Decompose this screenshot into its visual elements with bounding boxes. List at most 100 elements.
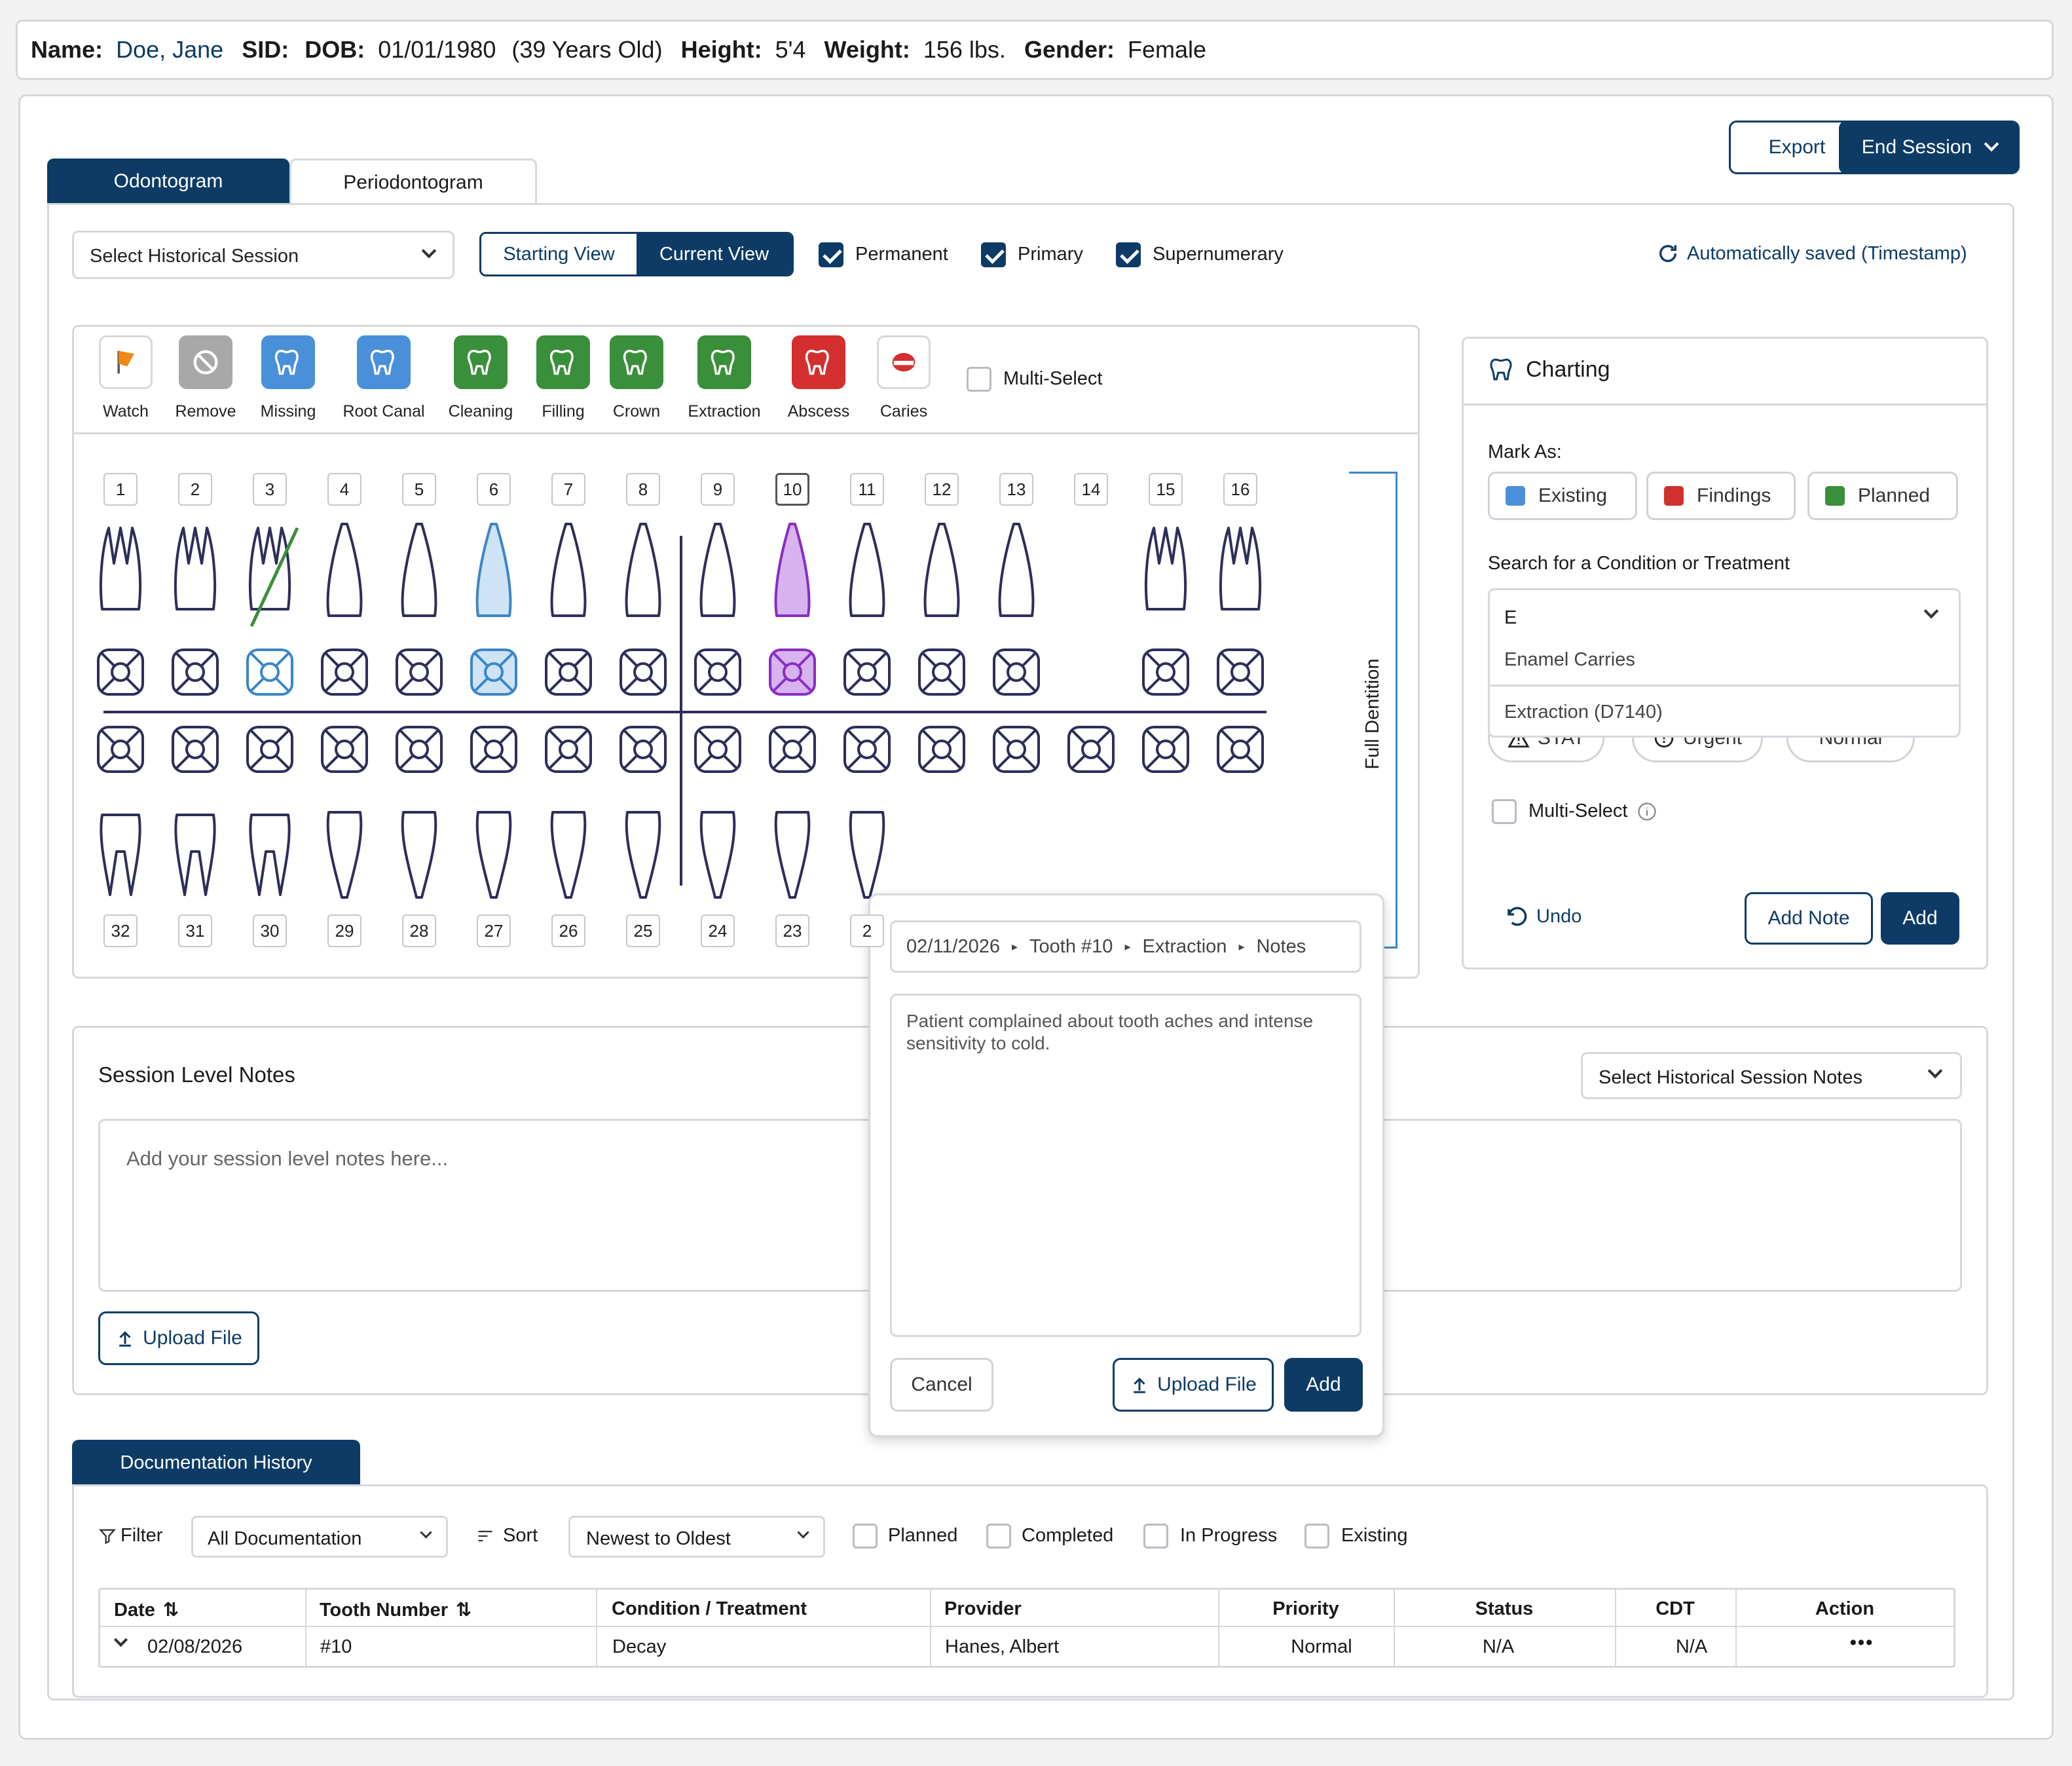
lower-occlusal-14[interactable] [1067,726,1115,773]
tooth-number-7[interactable]: 7 [551,473,585,506]
column-header[interactable]: Tooth Number ⇅ [320,1600,472,1621]
lower-occlusal-10[interactable] [769,726,816,773]
lower-occlusal-11[interactable] [843,726,891,773]
documentation-filter-select[interactable]: All Documentation [191,1516,448,1558]
occlusal-13[interactable] [993,648,1040,696]
chevron-down-icon[interactable] [113,1632,128,1647]
suggestion-item[interactable]: Extraction (D7140) [1490,687,1959,736]
occlusal-10[interactable] [769,648,816,696]
occlusal-11[interactable] [843,648,891,696]
primary-checkbox[interactable] [981,242,1006,267]
tooth-root-canal-icon[interactable] [357,335,411,389]
tooth-12[interactable] [923,523,960,617]
occlusal-4[interactable] [321,648,368,696]
tooth-number-12[interactable]: 12 [925,473,959,506]
lower-occlusal-9[interactable] [694,726,741,773]
session-upload-button[interactable]: Upload File [98,1311,259,1365]
charting-add-button[interactable]: Add [1881,892,1959,945]
tooth-extraction-icon[interactable] [697,335,751,389]
permanent-checkbox[interactable] [819,242,843,267]
in-progress-filter-checkbox[interactable] [1143,1524,1168,1549]
lower-occlusal-3[interactable] [246,726,293,773]
tooth-2[interactable] [174,527,217,611]
lower-tooth-3[interactable] [249,814,291,896]
note-upload-button[interactable]: Upload File [1113,1358,1274,1412]
lower-occlusal-8[interactable] [620,726,667,773]
tooth-15[interactable] [1144,527,1187,611]
table-row[interactable]: 02/08/2026 #10 Decay Hanes, Albert Norma… [100,1628,1953,1666]
tooth-caries-icon[interactable] [877,335,931,389]
tooth-number-26[interactable]: 26 [551,914,585,947]
lower-tooth-6[interactable] [475,811,512,899]
occlusal-5[interactable] [396,648,443,696]
occlusal-15[interactable] [1142,648,1189,696]
column-header[interactable]: Date ⇅ [114,1600,179,1621]
lower-tooth-5[interactable] [401,811,437,899]
tooth-10[interactable] [774,523,811,617]
occlusal-16[interactable] [1217,648,1264,696]
tooth-number-2[interactable]: 2 [850,914,884,947]
suggestion-item[interactable]: Enamel Carries [1490,636,1959,683]
historical-notes-select[interactable]: Select Historical Session Notes [1581,1052,1962,1099]
tooth-number-2[interactable]: 2 [178,473,212,506]
lower-occlusal-15[interactable] [1142,726,1189,773]
tooth-number-4[interactable]: 4 [327,473,361,506]
mark-findings-button[interactable]: Findings [1646,472,1796,520]
tooth-number-15[interactable]: 15 [1149,473,1183,506]
tooth-number-30[interactable]: 30 [253,914,287,947]
tooth-abscess-icon[interactable] [792,335,845,389]
lower-tooth-1[interactable] [100,814,141,896]
undo-button[interactable]: Undo [1504,904,1582,929]
tooth-number-11[interactable]: 11 [850,473,884,506]
tooth-filling-icon[interactable] [536,335,590,389]
lower-occlusal-16[interactable] [1217,726,1264,773]
lower-tooth-10[interactable] [774,811,811,899]
tooth-cleaning-icon[interactable] [454,335,508,389]
mark-planned-button[interactable]: Planned [1807,472,1958,520]
tooth-7[interactable] [550,523,587,617]
completed-filter-checkbox[interactable] [986,1524,1011,1549]
condition-search-dropdown[interactable]: E Enamel Carries Extraction (D7140) [1488,588,1961,738]
existing-filter-checkbox[interactable] [1304,1524,1329,1549]
lower-occlusal-6[interactable] [470,726,517,773]
documentation-sort-select[interactable]: Newest to Oldest [568,1516,825,1558]
tooth-number-1[interactable]: 1 [103,473,138,506]
info-icon[interactable] [1637,802,1657,821]
tooth-3[interactable] [248,527,291,611]
documentation-tab[interactable]: Documentation History [72,1440,360,1486]
occlusal-9[interactable] [694,648,741,696]
occlusal-6[interactable] [470,648,517,696]
tooth-8[interactable] [625,523,661,617]
lower-occlusal-13[interactable] [993,726,1040,773]
tooth-number-3[interactable]: 3 [253,473,287,506]
tab-periodontogram[interactable]: Periodontogram [289,159,537,204]
tooth-number-6[interactable]: 6 [477,473,511,506]
flag-icon[interactable] [99,335,153,389]
lower-occlusal-4[interactable] [321,726,368,773]
occlusal-3[interactable] [246,648,293,696]
tooth-number-16[interactable]: 16 [1223,473,1257,506]
note-textarea[interactable]: Patient complained about tooth aches and… [890,994,1361,1337]
tab-odontogram[interactable]: Odontogram [47,159,289,204]
tooth-number-25[interactable]: 25 [626,914,660,947]
historical-session-select[interactable]: Select Historical Session [72,231,454,279]
tooth-crown-icon[interactable] [610,335,663,389]
current-view-button[interactable]: Current View [637,234,792,274]
tooth-4[interactable] [326,523,363,617]
remove-icon[interactable] [179,335,232,389]
add-note-button[interactable]: Add Note [1745,892,1873,945]
lower-tooth-9[interactable] [699,811,736,899]
tooth-number-31[interactable]: 31 [178,914,212,947]
occlusal-2[interactable] [172,648,219,696]
mark-existing-button[interactable]: Existing [1488,472,1637,520]
lower-tooth-2[interactable] [174,814,216,896]
charting-multi-select-checkbox[interactable] [1492,799,1517,824]
note-add-button[interactable]: Add [1284,1358,1363,1412]
tooth-16[interactable] [1219,527,1262,611]
lower-tooth-8[interactable] [625,811,661,899]
tooth-number-14[interactable]: 14 [1074,473,1108,506]
tooth-number-24[interactable]: 24 [701,914,735,947]
tooth-number-8[interactable]: 8 [626,473,660,506]
tooth-number-27[interactable]: 27 [477,914,511,947]
sort-arrows-icon[interactable]: ⇅ [456,1600,472,1621]
